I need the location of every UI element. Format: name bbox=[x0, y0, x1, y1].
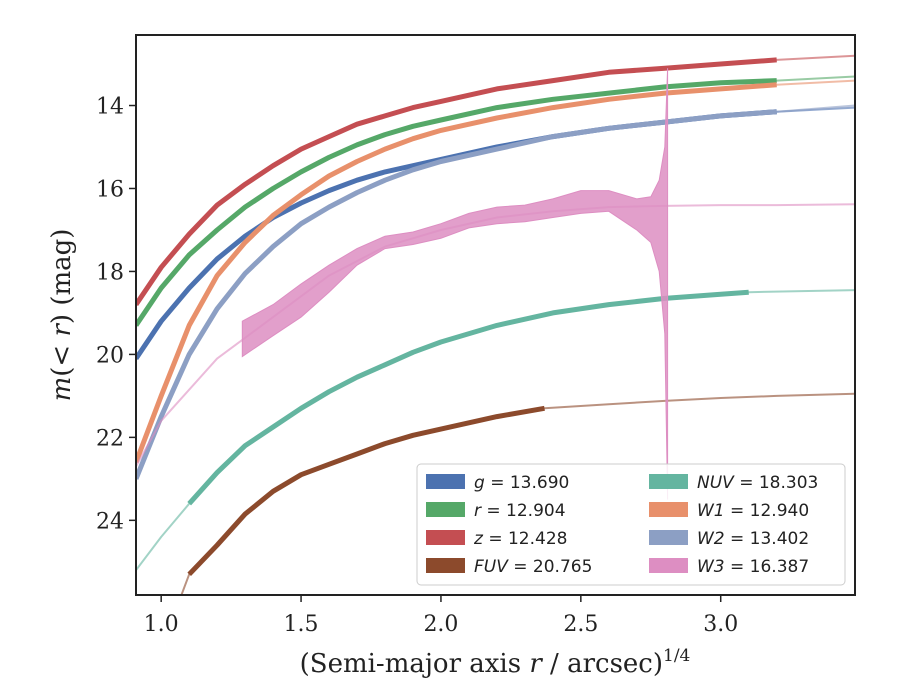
series-w2 bbox=[136, 104, 855, 480]
measured-profile-w1 bbox=[136, 82, 777, 464]
legend-label-w3: W3 = 16.387 bbox=[697, 557, 809, 577]
series-w1 bbox=[136, 79, 855, 464]
measured-profile-z bbox=[136, 57, 777, 306]
legend-swatch-z bbox=[426, 530, 465, 545]
legend-label-w1: W1 = 12.940 bbox=[697, 501, 809, 521]
measured-profile-nuv bbox=[187, 289, 749, 506]
y-tick-label: 22 bbox=[96, 426, 124, 451]
y-tick-label: 18 bbox=[96, 260, 124, 285]
x-tick-label: 2.5 bbox=[563, 612, 598, 637]
legend: g = 13.690 r = 12.904 z = 12.428 FUV = 20.7… bbox=[416, 463, 846, 586]
legend-label-nuv: NUV = 18.303 bbox=[697, 473, 818, 493]
legend-frame bbox=[416, 463, 846, 586]
legend-swatch-fuv bbox=[426, 558, 465, 573]
legend-swatch-nuv bbox=[649, 474, 688, 489]
x-axis-label: (Semi-major axis r / arcsec)1/4 bbox=[300, 646, 691, 679]
y-tick-label: 14 bbox=[96, 95, 124, 120]
legend-label-z: z = 12.428 bbox=[473, 529, 567, 549]
measured-profile-g bbox=[136, 109, 777, 360]
legend-swatch-r bbox=[426, 502, 465, 517]
plot-frame bbox=[135, 34, 856, 596]
y-axis-label: m(< r) (mag) bbox=[47, 229, 77, 402]
legend-swatch-w2 bbox=[649, 530, 688, 545]
measured-profile-w2 bbox=[136, 109, 777, 480]
legend-label-g: g = 13.690 bbox=[474, 473, 569, 493]
uncertainty-band-w3 bbox=[241, 68, 669, 500]
x-tick-label: 3.0 bbox=[703, 612, 738, 637]
y-tick-label: 20 bbox=[96, 343, 124, 368]
series-layer bbox=[136, 54, 855, 595]
legend-label-r: r = 12.904 bbox=[474, 501, 566, 521]
measured-profile-r bbox=[136, 78, 777, 327]
series-line-z bbox=[136, 54, 855, 306]
legend-label-fuv: FUV = 20.765 bbox=[474, 557, 592, 577]
x-tick-label: 1.5 bbox=[284, 612, 319, 637]
y-tick-label: 16 bbox=[96, 177, 124, 202]
series-w3 bbox=[136, 68, 855, 500]
x-tick-label: 1.0 bbox=[144, 612, 179, 637]
legend-swatch-w3 bbox=[649, 558, 688, 573]
series-fuv bbox=[180, 392, 855, 595]
axes-layer: 1.0 1.5 2.0 2.5 3.0 14 16 18 20 22 24 bbox=[96, 95, 738, 637]
x-tick-label: 2.0 bbox=[423, 612, 458, 637]
legend-swatch-w1 bbox=[649, 502, 688, 517]
series-z bbox=[136, 54, 855, 306]
y-tick-label: 24 bbox=[96, 509, 124, 534]
series-r bbox=[136, 75, 855, 327]
legend-label-w2: W2 = 13.402 bbox=[697, 529, 809, 549]
legend-swatch-g bbox=[426, 474, 465, 489]
measured-profile-fuv bbox=[187, 405, 545, 577]
